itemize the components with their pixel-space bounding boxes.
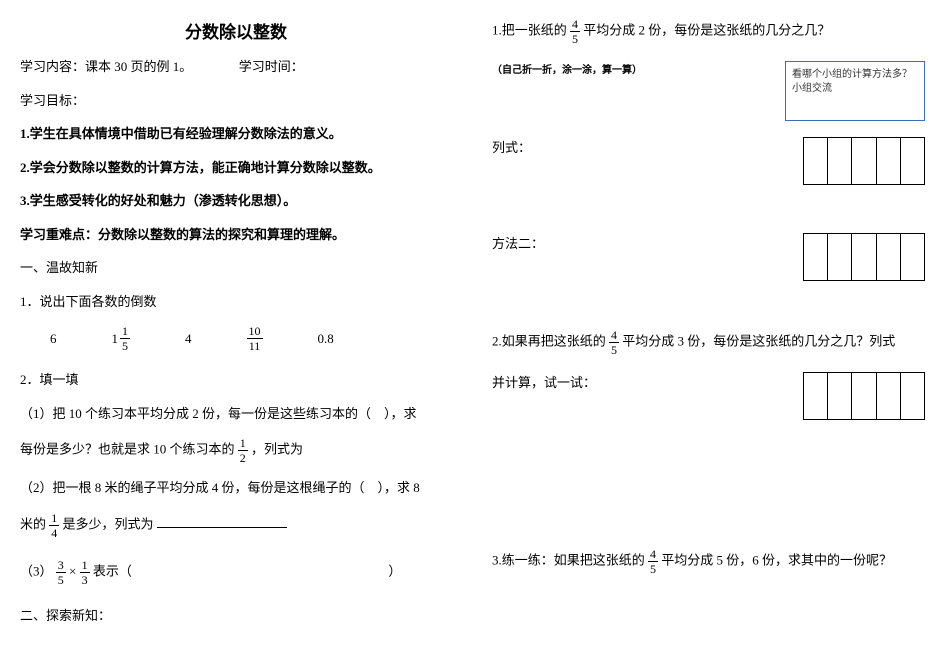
rq2-line2: 并计算，试一试： (492, 372, 596, 391)
section-1-heading: 一、温故知新 (20, 258, 452, 278)
callout-text: 看哪个小组的计算方法多？小组交流 (792, 69, 912, 94)
num-0p8: 0.8 (318, 331, 334, 347)
frac-4-5-a: 4 5 (570, 18, 580, 45)
paper-strip-3 (803, 372, 925, 420)
study-content-line: 学习内容：课本 30 页的例 1。 学习时间： (20, 57, 452, 77)
frac-1-3: 1 3 (80, 559, 90, 586)
rq2-post: 平均分成 3 份，每份是这张纸的几分之几？列式 (622, 333, 895, 348)
worksheet-page: 分数除以整数 学习内容：课本 30 页的例 1。 学习时间： 学习目标： 1.学… (0, 0, 945, 669)
strip-cell (804, 234, 828, 280)
right-column: 1.把一张纸的 4 5 平均分成 2 份，每份是这张纸的几分之几？ （自己折一折… (472, 0, 945, 669)
section-2-heading: 二、探索新知： (20, 606, 452, 626)
study-time: 学习时间： (239, 59, 304, 74)
q2-2b: 米的 1 4 是多少，列式为 (20, 512, 452, 539)
frac-1-5: 1 5 (120, 325, 130, 352)
rq3-pre: 3.练一练：如果把这张纸的 (492, 552, 645, 567)
rq1: 1.把一张纸的 4 5 平均分成 2 份，每份是这张纸的几分之几？ (492, 18, 925, 45)
strip-cell (852, 234, 876, 280)
method2-row: 方法二： (492, 233, 925, 281)
q2-1b-pre: 每份是多少？也就是求 10 个练习本的 (20, 441, 235, 456)
method2-label: 方法二： (492, 233, 552, 252)
rq1-post: 平均分成 2 份，每份是这张纸的几分之几？ (583, 22, 830, 37)
q2-1b-post: ，列式为 (251, 441, 303, 456)
strip-cell (852, 138, 876, 184)
rq2-pre: 2.如果再把这张纸的 (492, 333, 606, 348)
difficulty-line: 学习重难点：分数除以整数的算法的探究和算理的理解。 (20, 225, 452, 245)
q2-2b-post: 是多少，列式为 (63, 516, 154, 531)
frac-4-5-b: 4 5 (609, 329, 619, 356)
num-6: 6 (50, 331, 57, 347)
strip-cell (828, 138, 852, 184)
q2-1b: 每份是多少？也就是求 10 个练习本的 1 2 ，列式为 (20, 437, 452, 464)
frac-1-2: 1 2 (238, 437, 248, 464)
strip-cell (804, 138, 828, 184)
goal-2: 2.学会分数除以整数的计算方法，能正确地计算分数除以整数。 (20, 158, 452, 178)
goal-1: 1.学生在具体情境中借助已有经验理解分数除法的意义。 (20, 124, 452, 144)
q2-3: （3） 3 5 × 1 3 表示（ ） (20, 559, 452, 586)
strip-cell (901, 234, 924, 280)
fold-note: （自己折一折，涂一涂，算一算） (492, 61, 765, 76)
q2-heading: 2．填一填 (20, 370, 452, 390)
frac-1-4: 1 4 (49, 512, 59, 539)
num-4: 4 (185, 331, 192, 347)
strip-cell (852, 373, 876, 419)
callout-box: 看哪个小组的计算方法多？小组交流 (785, 61, 925, 121)
frac-10-11: 10 11 (247, 325, 263, 352)
strip-cell (901, 373, 924, 419)
reciprocal-numbers-row: 6 1 1 5 4 10 11 0.8 (20, 325, 452, 352)
q2-3-end: ） (388, 563, 401, 578)
rq2-line2-row: 并计算，试一试： (492, 372, 925, 420)
goal-3: 3.学生感受转化的好处和魅力（渗透转化思想）。 (20, 191, 452, 211)
q2-3-post: 表示（ (93, 563, 132, 578)
method1-label: 列式： (492, 137, 552, 156)
blank-line-1 (157, 514, 287, 528)
paper-strip-2 (803, 233, 925, 281)
q2-3-pre: （3） (20, 563, 53, 578)
num-1and1over5: 1 1 5 (112, 325, 131, 352)
rq2-line1: 2.如果再把这张纸的 4 5 平均分成 3 份，每份是这张纸的几分之几？列式 (492, 329, 925, 356)
mixed-whole: 1 (112, 331, 119, 347)
rq3-post: 平均分成 5 份，6 份，求其中的一份呢？ (661, 552, 892, 567)
frac-4-5-c: 4 5 (648, 548, 658, 575)
q1-text: 1．说出下面各数的倒数 (20, 292, 452, 312)
goals-heading: 学习目标： (20, 91, 452, 111)
left-column: 分数除以整数 学习内容：课本 30 页的例 1。 学习时间： 学习目标： 1.学… (0, 0, 472, 669)
q2-3-mid: × (69, 563, 80, 578)
study-content: 学习内容：课本 30 页的例 1。 (20, 59, 192, 74)
q2-2a: （2）把一根 8 米的绳子平均分成 4 份，每份是这根绳子的（ ），求 8 (20, 478, 452, 498)
strip-cell (828, 373, 852, 419)
q2-2b-pre: 米的 (20, 516, 46, 531)
fold-note-row: （自己折一折，涂一涂，算一算） 看哪个小组的计算方法多？小组交流 (492, 61, 925, 121)
strip-cell (877, 138, 901, 184)
strip-cell (877, 373, 901, 419)
frac-3-5: 3 5 (56, 559, 66, 586)
strip-cell (828, 234, 852, 280)
strip-cell (877, 234, 901, 280)
q2-1a: （1）把 10 个练习本平均分成 2 份，每一份是这些练习本的（ ），求 (20, 404, 452, 424)
paper-strip-1 (803, 137, 925, 185)
strip-cell (804, 373, 828, 419)
method1-row: 列式： (492, 137, 925, 185)
strip-cell (901, 138, 924, 184)
rq1-pre: 1.把一张纸的 (492, 22, 567, 37)
rq3: 3.练一练：如果把这张纸的 4 5 平均分成 5 份，6 份，求其中的一份呢？ (492, 548, 925, 575)
page-title: 分数除以整数 (20, 18, 452, 43)
